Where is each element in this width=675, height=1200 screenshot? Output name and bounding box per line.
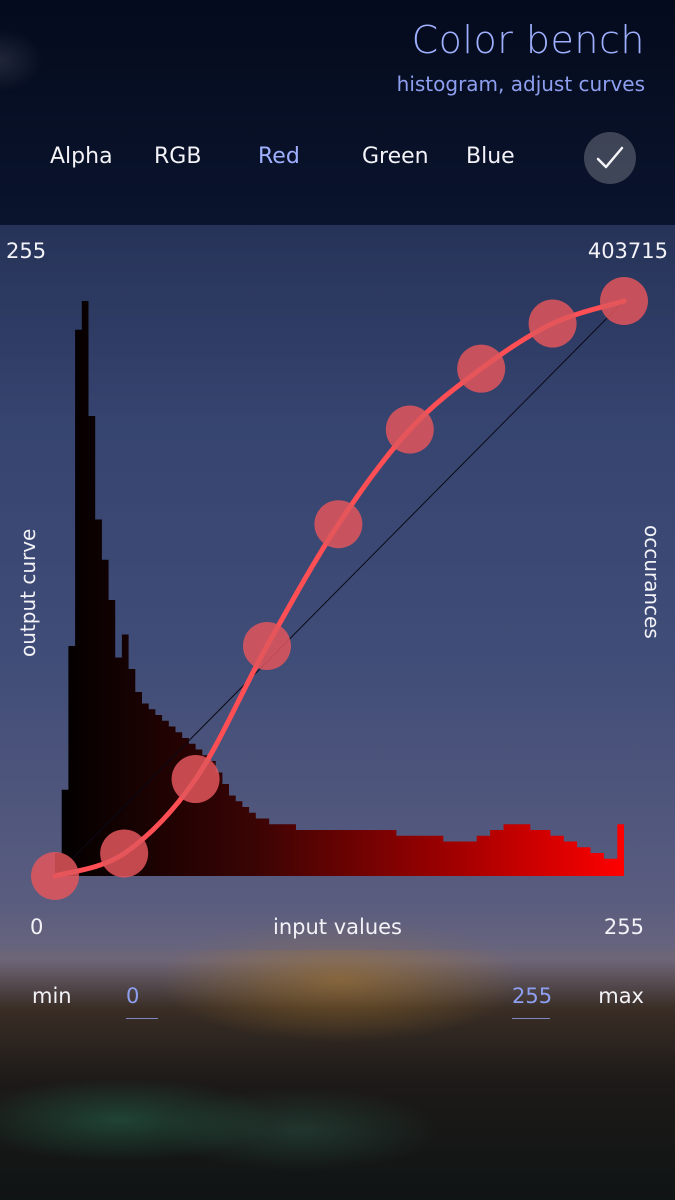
min-label: min (32, 984, 72, 1008)
input-max-label: 255 (603, 915, 644, 939)
max-input-underline (512, 1018, 550, 1019)
max-input[interactable]: 255 (512, 984, 553, 1008)
min-input[interactable]: 0 (126, 984, 140, 1008)
curve-control-point-6[interactable] (457, 344, 506, 393)
tab-green[interactable]: Green (362, 144, 429, 169)
curve-control-point-0[interactable] (31, 852, 79, 900)
tab-red[interactable]: Red (258, 144, 300, 169)
accept-button[interactable] (584, 132, 636, 184)
curve-control-point-8[interactable] (600, 277, 648, 325)
curve-control-point-7[interactable] (528, 299, 577, 348)
tab-blue[interactable]: Blue (466, 144, 515, 169)
curves-chart[interactable] (0, 225, 675, 950)
curves-panel: 255 403715 0 input values 255 output cur… (0, 225, 675, 950)
curve-control-point-5[interactable] (385, 405, 434, 454)
tab-alpha[interactable]: Alpha (50, 144, 113, 169)
curve-control-point-3[interactable] (242, 622, 291, 670)
curve-control-point-1[interactable] (100, 829, 149, 878)
occurrence-max-label: 403715 (587, 239, 668, 263)
input-min-label: 0 (30, 915, 44, 939)
output-max-label: 255 (6, 239, 47, 263)
identity-line (54, 300, 625, 877)
x-axis-label: input values (273, 915, 402, 939)
page-subtitle: histogram, adjust curves (396, 72, 645, 96)
header: Color bench histogram, adjust curves Alp… (0, 0, 675, 225)
page-title: Color bench (411, 18, 645, 62)
range-controls: min 0 255 max (0, 950, 675, 1200)
min-input-underline (126, 1018, 158, 1019)
curve-control-point-4[interactable] (314, 500, 363, 549)
checkmark-icon (596, 146, 624, 169)
max-label: max (598, 984, 644, 1008)
curve-control-point-2[interactable] (171, 755, 220, 804)
tab-rgb[interactable]: RGB (154, 144, 202, 169)
